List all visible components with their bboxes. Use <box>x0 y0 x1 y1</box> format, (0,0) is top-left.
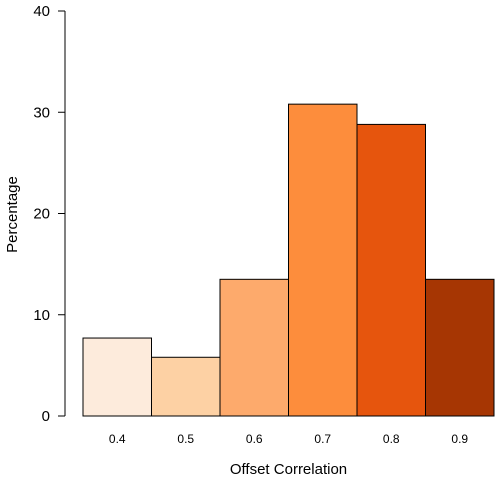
x-tick-label-0.5: 0.5 <box>177 432 194 446</box>
x-ticks-group: 0.4 0.5 0.6 0.7 0.8 0.9 <box>109 432 469 446</box>
x-tick-label-0.4: 0.4 <box>109 432 126 446</box>
y-ticks-group: 0 10 20 30 40 <box>33 3 65 425</box>
x-tick-label-0.8: 0.8 <box>383 432 400 446</box>
y-tick-label-30: 30 <box>33 104 50 121</box>
bar-0.5 <box>151 356 221 417</box>
bars-group <box>82 103 495 417</box>
x-tick-label-0.6: 0.6 <box>246 432 263 446</box>
bar-0.7 <box>288 103 358 417</box>
y-tick-label-0: 0 <box>42 408 50 425</box>
y-tick-label-10: 10 <box>33 307 50 324</box>
x-tick-label-0.7: 0.7 <box>314 432 331 446</box>
x-axis-title: Offset Correlation <box>230 461 347 478</box>
x-tick-label-0.9: 0.9 <box>451 432 468 446</box>
bar-0.9 <box>425 278 495 417</box>
y-tick-label-20: 20 <box>33 206 50 223</box>
bar-0.4 <box>82 337 152 417</box>
y-axis-title: Percentage <box>4 176 21 253</box>
bar-0.8 <box>356 123 426 417</box>
bar-0.6 <box>219 278 289 417</box>
y-tick-label-40: 40 <box>33 3 50 20</box>
